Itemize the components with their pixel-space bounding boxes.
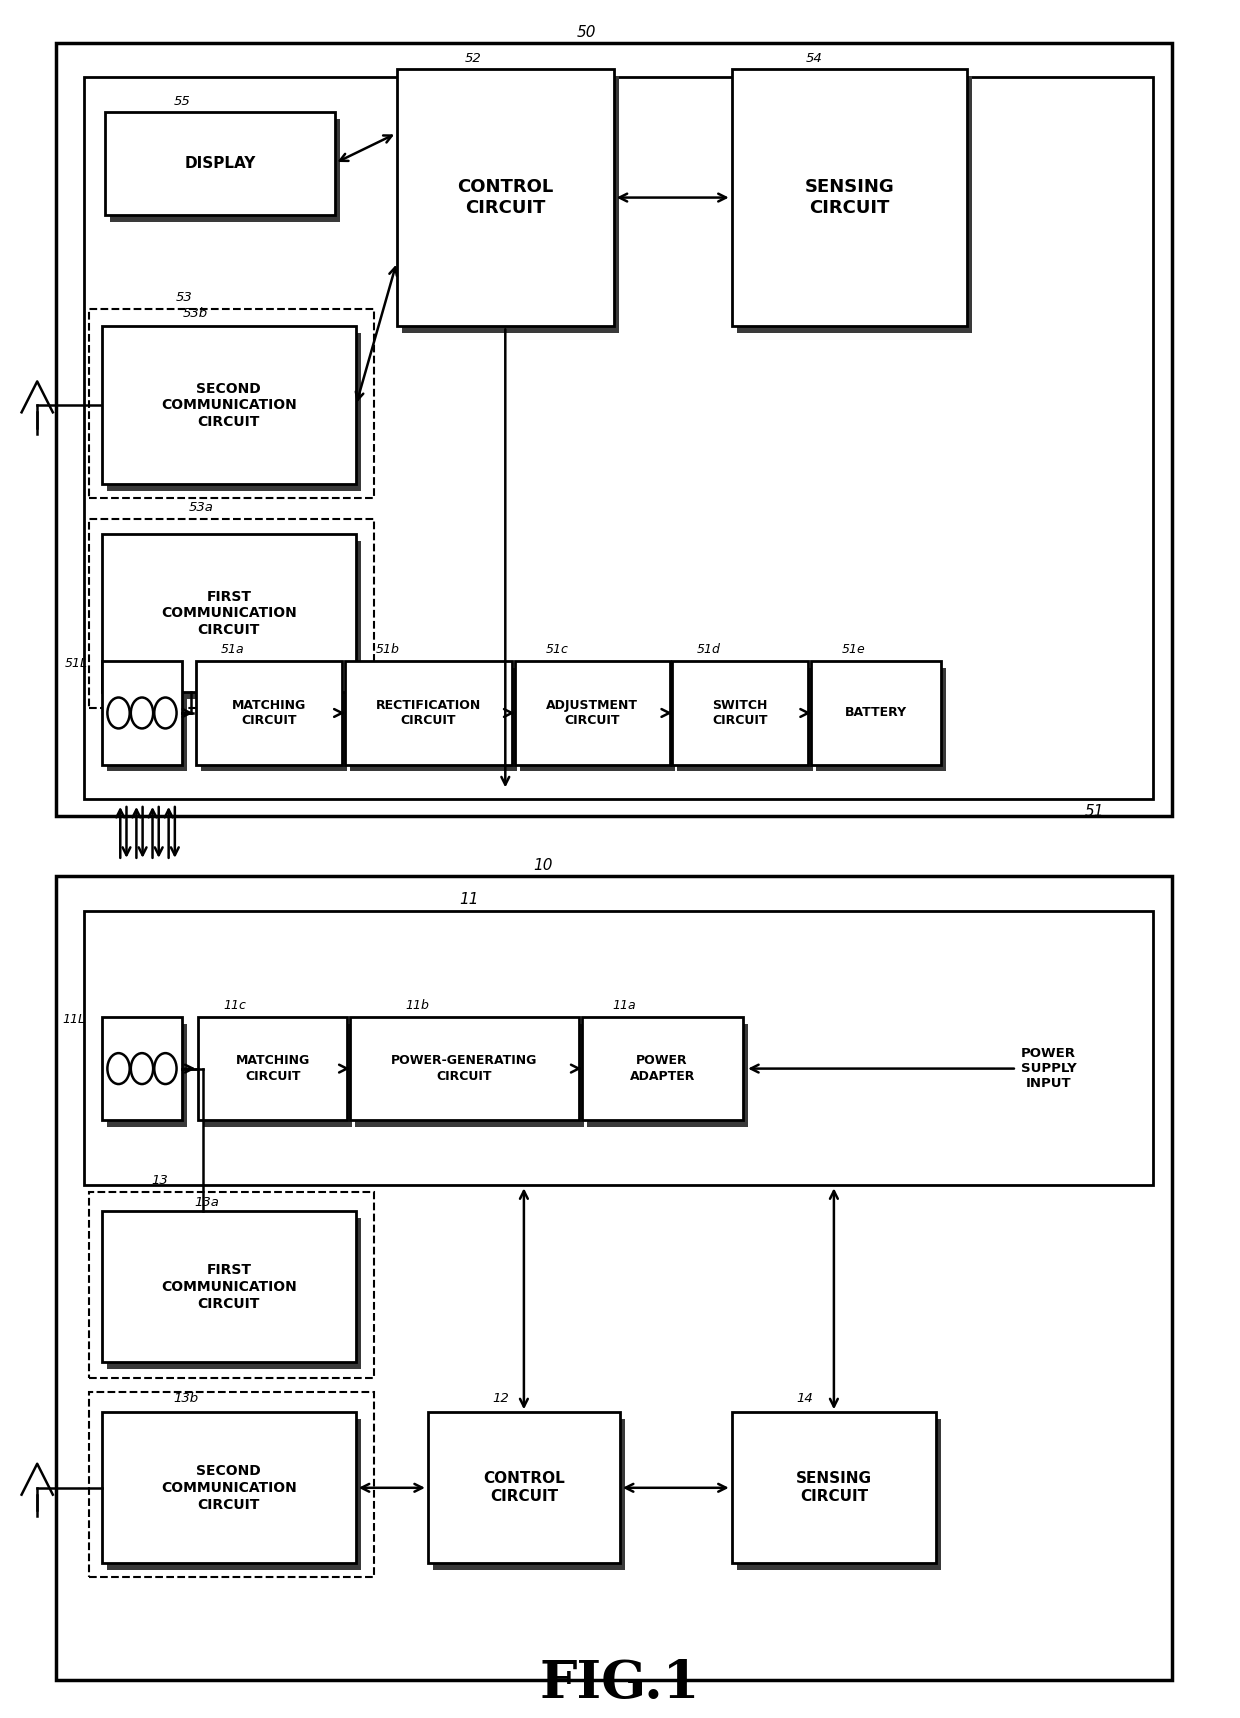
Bar [350, 1017, 579, 1120]
Bar [677, 668, 813, 771]
Text: RECTIFICATION
CIRCUIT: RECTIFICATION CIRCUIT [376, 699, 481, 727]
Text: SENSING
CIRCUIT: SENSING CIRCUIT [796, 1471, 872, 1505]
Text: 11L: 11L [62, 1012, 86, 1026]
Text: POWER
ADAPTER: POWER ADAPTER [630, 1055, 694, 1082]
Bar [672, 661, 808, 765]
Text: 11: 11 [459, 892, 479, 907]
Bar [433, 1419, 625, 1570]
Bar [198, 1017, 347, 1120]
Bar [89, 309, 374, 498]
Text: 51: 51 [1085, 804, 1105, 819]
Bar [107, 1024, 187, 1127]
Text: 50: 50 [577, 24, 596, 40]
Bar [102, 326, 356, 484]
Bar [56, 876, 1172, 1680]
Bar [203, 1024, 352, 1127]
Text: 51b: 51b [376, 643, 399, 656]
Text: FIRST
COMMUNICATION
CIRCUIT: FIRST COMMUNICATION CIRCUIT [161, 589, 296, 637]
Text: POWER-GENERATING
CIRCUIT: POWER-GENERATING CIRCUIT [391, 1055, 538, 1082]
Bar [397, 69, 614, 326]
Text: 54: 54 [806, 52, 823, 65]
Text: 11a: 11a [613, 998, 636, 1012]
Bar [107, 1419, 361, 1570]
Bar [350, 668, 517, 771]
Text: 12: 12 [492, 1392, 510, 1405]
Text: 51c: 51c [546, 643, 568, 656]
Text: 55: 55 [174, 94, 191, 108]
Bar [107, 668, 187, 771]
Bar [102, 1017, 182, 1120]
Text: 13: 13 [151, 1173, 169, 1187]
Bar [737, 76, 972, 333]
Text: 10: 10 [533, 857, 553, 873]
Text: 53: 53 [176, 290, 193, 304]
Bar [102, 1211, 356, 1362]
Bar [201, 668, 347, 771]
Bar [107, 1218, 361, 1369]
Bar [56, 43, 1172, 816]
Text: 53a: 53a [188, 500, 213, 514]
Text: MATCHING
CIRCUIT: MATCHING CIRCUIT [236, 1055, 310, 1082]
Text: CONTROL
CIRCUIT: CONTROL CIRCUIT [458, 179, 553, 216]
Text: FIRST
COMMUNICATION
CIRCUIT: FIRST COMMUNICATION CIRCUIT [161, 1263, 296, 1311]
Bar [89, 519, 374, 708]
Bar [732, 69, 967, 326]
Text: MATCHING
CIRCUIT: MATCHING CIRCUIT [232, 699, 306, 727]
Text: 53b: 53b [182, 306, 207, 320]
Bar [732, 1412, 936, 1563]
Bar [587, 1024, 748, 1127]
Bar [816, 668, 946, 771]
Bar [737, 1419, 941, 1570]
Text: 13b: 13b [174, 1392, 198, 1405]
Text: 51a: 51a [221, 643, 244, 656]
Text: POWER
SUPPLY
INPUT: POWER SUPPLY INPUT [1021, 1046, 1076, 1091]
Text: 13a: 13a [195, 1196, 219, 1209]
Text: SECOND
COMMUNICATION
CIRCUIT: SECOND COMMUNICATION CIRCUIT [161, 381, 296, 430]
Text: DISPLAY: DISPLAY [185, 156, 255, 170]
Bar [355, 1024, 584, 1127]
Text: 51d: 51d [697, 643, 720, 656]
Text: SECOND
COMMUNICATION
CIRCUIT: SECOND COMMUNICATION CIRCUIT [161, 1464, 296, 1512]
Bar [84, 911, 1153, 1185]
Text: ADJUSTMENT
CIRCUIT: ADJUSTMENT CIRCUIT [546, 699, 639, 727]
Text: 11c: 11c [223, 998, 246, 1012]
Bar [89, 1192, 374, 1378]
Text: SENSING
CIRCUIT: SENSING CIRCUIT [805, 179, 894, 216]
Bar [515, 661, 670, 765]
Bar [84, 77, 1153, 799]
Bar [196, 661, 342, 765]
Bar [102, 1412, 356, 1563]
Text: 52: 52 [465, 52, 482, 65]
Bar [89, 1392, 374, 1577]
Text: 51L: 51L [64, 656, 88, 670]
Bar [402, 76, 619, 333]
Bar [811, 661, 941, 765]
Bar [520, 668, 675, 771]
Bar [105, 112, 335, 215]
Bar [428, 1412, 620, 1563]
Text: 14: 14 [796, 1392, 813, 1405]
Text: 11b: 11b [405, 998, 429, 1012]
Bar [102, 661, 182, 765]
Bar [102, 534, 356, 692]
Text: SWITCH
CIRCUIT: SWITCH CIRCUIT [713, 699, 768, 727]
Text: BATTERY: BATTERY [844, 706, 908, 720]
Text: FIG.1: FIG.1 [539, 1658, 701, 1709]
Text: 51e: 51e [842, 643, 866, 656]
Bar [107, 333, 361, 491]
Bar [582, 1017, 743, 1120]
Bar [110, 119, 340, 222]
Text: CONTROL
CIRCUIT: CONTROL CIRCUIT [484, 1471, 564, 1505]
Bar [345, 661, 512, 765]
Bar [107, 541, 361, 699]
